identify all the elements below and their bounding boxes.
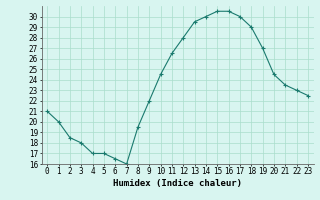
X-axis label: Humidex (Indice chaleur): Humidex (Indice chaleur) [113, 179, 242, 188]
